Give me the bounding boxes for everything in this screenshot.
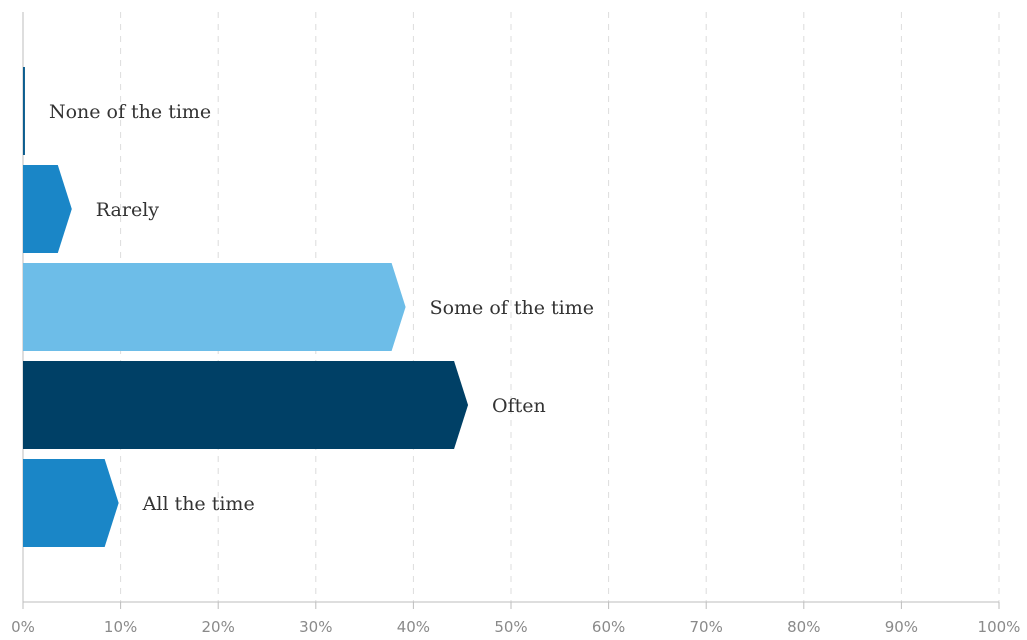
bar-label: None of the time bbox=[49, 101, 211, 123]
x-tick-label: 10% bbox=[104, 618, 137, 636]
x-tick-labels: 0% 10% 20% 30% 40% 50% 60% 70% 80% 90% 100% bbox=[11, 618, 1020, 636]
x-tick-label: 40% bbox=[397, 618, 430, 636]
bar bbox=[23, 361, 469, 449]
x-tick-label: 90% bbox=[885, 618, 918, 636]
bar-label: Some of the time bbox=[430, 297, 594, 319]
x-tick-label: 20% bbox=[202, 618, 235, 636]
bar bbox=[23, 263, 406, 351]
x-tick-label: 60% bbox=[592, 618, 625, 636]
bar-label: Often bbox=[492, 395, 546, 417]
bar-label: All the time bbox=[142, 493, 255, 515]
x-tick-label: 70% bbox=[690, 618, 723, 636]
bar bbox=[23, 165, 72, 253]
x-tick-label: 80% bbox=[787, 618, 820, 636]
bar bbox=[23, 67, 25, 155]
bar-label: Rarely bbox=[96, 199, 159, 221]
x-tick-label: 100% bbox=[978, 618, 1021, 636]
gridlines bbox=[120, 12, 1000, 602]
bar bbox=[23, 459, 119, 547]
x-tick-label: 50% bbox=[494, 618, 527, 636]
bars bbox=[23, 67, 469, 547]
x-tick-label: 30% bbox=[299, 618, 332, 636]
x-tick-label: 0% bbox=[11, 618, 35, 636]
bar-labels: None of the time Rarely Some of the time Of… bbox=[49, 101, 594, 515]
